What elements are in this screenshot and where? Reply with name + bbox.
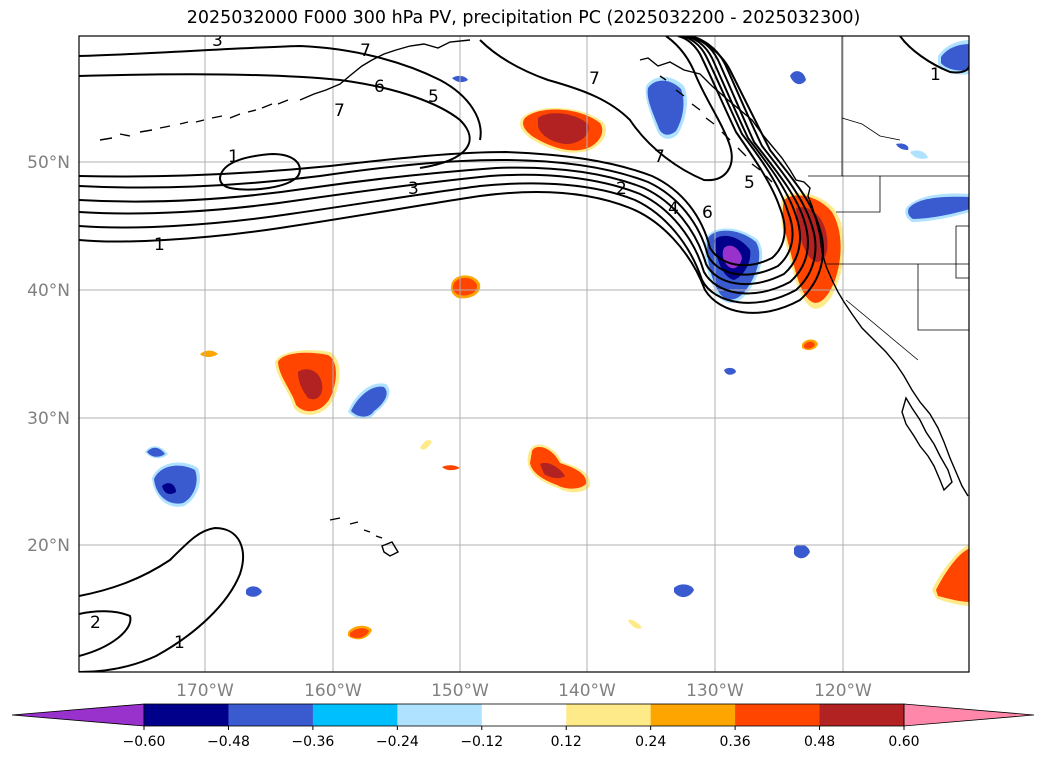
- contour-7: [79, 73, 471, 169]
- colorbar-tick-label: 0.24: [635, 734, 666, 750]
- lat-label-20n: 20°N: [27, 536, 70, 556]
- contour-label: 7: [589, 69, 600, 89]
- contour-label: 4: [668, 199, 679, 219]
- colorbar: −0.60 −0.48 −0.36 −0.24 −0.12 0.12 0.24 0.36 0.4…: [11, 703, 1035, 750]
- colorbar-segment: [228, 704, 314, 726]
- lat-labels: 50°N 40°N 30°N 20°N: [27, 153, 70, 556]
- colorbar-tick-label: 0.48: [804, 734, 835, 750]
- border-wa-or: [836, 176, 881, 213]
- border-nv: [917, 264, 969, 331]
- contour-label: 5: [744, 173, 755, 193]
- contour-2: [79, 36, 817, 304]
- contour-label: 2: [90, 613, 101, 633]
- colorbar-segment: [397, 704, 483, 726]
- contour-5: [79, 36, 794, 276]
- colorbar-segment: [819, 704, 905, 726]
- colorbar-tick-label: 0.36: [720, 734, 751, 750]
- precip-positive-subtropical: [275, 350, 340, 415]
- hawaii-islands: [329, 517, 399, 557]
- precip-positive-gulf-alaska: [520, 107, 607, 153]
- contour-10: [479, 36, 733, 182]
- lon-labels: 170°W 160°W 150°W 140°W 130°W 120°W: [176, 681, 872, 701]
- political-borders: [808, 36, 969, 361]
- colorbar-extend-min: [11, 703, 145, 727]
- precip-negative: [145, 40, 969, 598]
- contour-label: 7: [360, 41, 371, 61]
- contour-label: 1: [154, 235, 165, 255]
- contour-label: 1: [228, 147, 239, 167]
- colorbar-tick-label: −0.12: [460, 734, 503, 750]
- lon-label-120w: 120°W: [814, 681, 872, 701]
- contour-label: 2: [616, 179, 627, 199]
- precip-positive-small: [200, 275, 969, 640]
- contour-label: 6: [702, 203, 713, 223]
- map-background: [79, 36, 969, 672]
- lon-label-130w: 130°W: [686, 681, 744, 701]
- colorbar-ticks: −0.60 −0.48 −0.36 −0.24 −0.12 0.12 0.24 0.36 0.4…: [123, 726, 920, 750]
- contour-12: [79, 610, 132, 657]
- contour-11: [79, 526, 244, 672]
- contour-9: [79, 44, 482, 141]
- pv-contours: [79, 36, 969, 672]
- colorbar-tick-label: −0.48: [207, 734, 250, 750]
- lat-label-40n: 40°N: [27, 281, 70, 301]
- colorbar-segment: [735, 704, 821, 726]
- colorbar-outline: [143, 703, 905, 727]
- contour-1: [79, 36, 824, 314]
- border-id: [955, 225, 969, 279]
- colorbar-segment: [312, 704, 398, 726]
- lon-label-140w: 140°W: [558, 681, 616, 701]
- contour-label: 7: [654, 147, 665, 167]
- contour-label: 6: [374, 77, 385, 97]
- contour-label: 1: [930, 65, 941, 85]
- map-frame: [78, 35, 970, 673]
- colorbar-extend-max: [903, 703, 1035, 727]
- contour-13: [899, 36, 969, 74]
- contour-label: 3: [408, 179, 419, 199]
- baja-coast: [901, 396, 953, 492]
- contour-6: [79, 36, 786, 267]
- colorbar-segment: [566, 704, 652, 726]
- contour-8: [218, 152, 301, 191]
- lon-label-170w: 170°W: [176, 681, 234, 701]
- colorbar-tick-label: 0.60: [888, 734, 919, 750]
- north-america-coast: [639, 57, 969, 497]
- map-title: 2025032000 F000 300 hPa PV, precipitatio…: [186, 8, 861, 28]
- contour-label: 7: [334, 101, 345, 121]
- lon-label-160w: 160°W: [304, 681, 362, 701]
- colorbar-segments: [11, 703, 1035, 727]
- contour-4: [79, 36, 801, 286]
- lon-label-150w: 150°W: [431, 681, 489, 701]
- grid-lines: [79, 36, 969, 672]
- border-bc: [841, 117, 901, 141]
- colorbar-segment: [144, 704, 229, 726]
- colorbar-tick-label: −0.60: [123, 734, 166, 750]
- contour-label: 1: [174, 633, 185, 653]
- colorbar-segment: [650, 704, 736, 726]
- colorbar-tick-label: 0.12: [551, 734, 582, 750]
- border-ca-nv: [845, 299, 919, 361]
- lat-label-30n: 30°N: [27, 409, 70, 429]
- precip-shading: [145, 40, 969, 640]
- contour-label: 5: [428, 87, 439, 107]
- lat-label-50n: 50°N: [27, 153, 70, 173]
- contour-3: [79, 36, 809, 295]
- colorbar-segment: [481, 704, 567, 726]
- colorbar-tick-label: −0.24: [376, 734, 419, 750]
- aleutian-islands: [99, 99, 289, 141]
- contour-label: 3: [212, 31, 223, 51]
- contour-labels: 3 7 6 5 7 7 1 3 2 4 6 7 5 1 1 2 1: [90, 31, 941, 653]
- colorbar-tick-label: −0.36: [291, 734, 334, 750]
